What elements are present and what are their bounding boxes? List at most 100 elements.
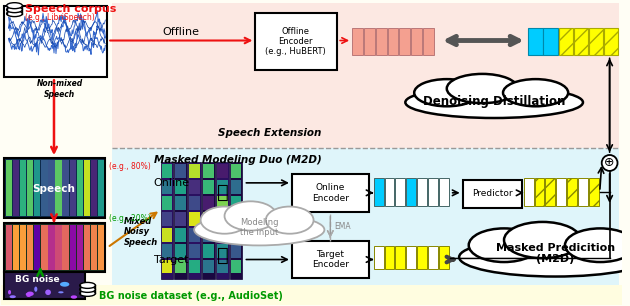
- Ellipse shape: [459, 238, 630, 277]
- FancyBboxPatch shape: [13, 160, 19, 216]
- FancyBboxPatch shape: [161, 259, 173, 274]
- Ellipse shape: [79, 286, 95, 292]
- Text: (e.g., 20%): (e.g., 20%): [109, 214, 151, 223]
- FancyBboxPatch shape: [396, 178, 405, 206]
- FancyBboxPatch shape: [217, 259, 227, 274]
- FancyBboxPatch shape: [189, 244, 200, 258]
- FancyBboxPatch shape: [217, 180, 227, 194]
- FancyBboxPatch shape: [175, 164, 186, 178]
- FancyBboxPatch shape: [84, 160, 90, 216]
- FancyBboxPatch shape: [217, 164, 227, 178]
- FancyBboxPatch shape: [41, 225, 48, 271]
- FancyBboxPatch shape: [423, 28, 434, 55]
- FancyBboxPatch shape: [231, 196, 241, 210]
- FancyBboxPatch shape: [231, 180, 241, 194]
- FancyBboxPatch shape: [462, 180, 522, 208]
- Text: Speech: Speech: [33, 184, 76, 194]
- FancyBboxPatch shape: [203, 196, 214, 210]
- FancyBboxPatch shape: [112, 3, 619, 148]
- Ellipse shape: [7, 3, 23, 9]
- FancyBboxPatch shape: [20, 160, 26, 216]
- FancyBboxPatch shape: [364, 28, 375, 55]
- FancyBboxPatch shape: [189, 196, 200, 210]
- FancyBboxPatch shape: [203, 212, 214, 226]
- FancyBboxPatch shape: [98, 160, 105, 216]
- FancyBboxPatch shape: [231, 244, 241, 258]
- Text: (e.g., LibriSpeech): (e.g., LibriSpeech): [25, 13, 95, 22]
- FancyBboxPatch shape: [352, 28, 363, 55]
- FancyBboxPatch shape: [175, 244, 186, 258]
- Ellipse shape: [7, 11, 23, 17]
- Ellipse shape: [9, 295, 16, 298]
- FancyBboxPatch shape: [55, 225, 62, 271]
- Text: Offline
Encoder
(e.g., HuBERT): Offline Encoder (e.g., HuBERT): [265, 27, 326, 56]
- FancyBboxPatch shape: [203, 180, 214, 194]
- Ellipse shape: [565, 228, 630, 262]
- FancyBboxPatch shape: [202, 162, 215, 279]
- FancyBboxPatch shape: [387, 28, 398, 55]
- FancyBboxPatch shape: [428, 246, 438, 270]
- FancyBboxPatch shape: [217, 244, 227, 258]
- FancyBboxPatch shape: [69, 225, 76, 271]
- FancyBboxPatch shape: [417, 246, 427, 270]
- FancyBboxPatch shape: [578, 178, 588, 206]
- FancyBboxPatch shape: [384, 178, 394, 206]
- Text: Online: Online: [154, 178, 190, 188]
- Text: (e.g., 80%): (e.g., 80%): [109, 162, 151, 171]
- FancyBboxPatch shape: [375, 28, 387, 55]
- FancyBboxPatch shape: [439, 246, 449, 270]
- FancyBboxPatch shape: [34, 225, 40, 271]
- Text: Offline: Offline: [163, 27, 200, 36]
- Text: Non-mixed
Speech: Non-mixed Speech: [37, 79, 83, 99]
- FancyBboxPatch shape: [188, 162, 201, 279]
- Text: Masked Predicition
(M2D): Masked Predicition (M2D): [496, 243, 615, 264]
- FancyBboxPatch shape: [20, 225, 26, 271]
- FancyBboxPatch shape: [91, 225, 97, 271]
- FancyBboxPatch shape: [4, 158, 105, 218]
- Ellipse shape: [405, 87, 583, 118]
- FancyBboxPatch shape: [49, 160, 55, 216]
- FancyBboxPatch shape: [374, 246, 384, 270]
- FancyBboxPatch shape: [544, 28, 558, 55]
- FancyBboxPatch shape: [406, 246, 416, 270]
- FancyBboxPatch shape: [399, 28, 410, 55]
- Text: Predictor: Predictor: [472, 189, 512, 198]
- FancyBboxPatch shape: [189, 212, 200, 226]
- FancyBboxPatch shape: [428, 178, 438, 206]
- FancyBboxPatch shape: [439, 178, 449, 206]
- FancyBboxPatch shape: [1, 285, 622, 305]
- Ellipse shape: [503, 79, 568, 106]
- FancyBboxPatch shape: [41, 160, 48, 216]
- FancyBboxPatch shape: [161, 212, 173, 226]
- FancyBboxPatch shape: [556, 178, 566, 206]
- FancyBboxPatch shape: [535, 178, 544, 206]
- Text: EMA: EMA: [335, 222, 351, 231]
- FancyBboxPatch shape: [216, 162, 229, 279]
- FancyBboxPatch shape: [27, 160, 33, 216]
- FancyBboxPatch shape: [189, 259, 200, 274]
- Ellipse shape: [447, 74, 518, 103]
- Text: ⊕: ⊕: [604, 156, 615, 170]
- Ellipse shape: [194, 214, 324, 245]
- Text: 🤔: 🤔: [217, 246, 229, 265]
- FancyBboxPatch shape: [524, 178, 534, 206]
- FancyBboxPatch shape: [203, 244, 214, 258]
- FancyBboxPatch shape: [189, 164, 200, 178]
- Ellipse shape: [602, 155, 617, 171]
- FancyBboxPatch shape: [161, 196, 173, 210]
- FancyBboxPatch shape: [604, 28, 617, 55]
- FancyBboxPatch shape: [528, 28, 542, 55]
- FancyBboxPatch shape: [189, 228, 200, 242]
- Text: Modeling
the input: Modeling the input: [240, 218, 278, 237]
- FancyBboxPatch shape: [27, 225, 33, 271]
- FancyBboxPatch shape: [161, 228, 173, 242]
- FancyBboxPatch shape: [62, 225, 69, 271]
- FancyBboxPatch shape: [84, 225, 90, 271]
- FancyBboxPatch shape: [98, 225, 105, 271]
- FancyBboxPatch shape: [4, 6, 107, 77]
- Text: Online
Encoder: Online Encoder: [312, 183, 349, 203]
- FancyBboxPatch shape: [203, 164, 214, 178]
- FancyBboxPatch shape: [292, 241, 369, 278]
- FancyBboxPatch shape: [4, 272, 84, 299]
- Ellipse shape: [200, 207, 248, 234]
